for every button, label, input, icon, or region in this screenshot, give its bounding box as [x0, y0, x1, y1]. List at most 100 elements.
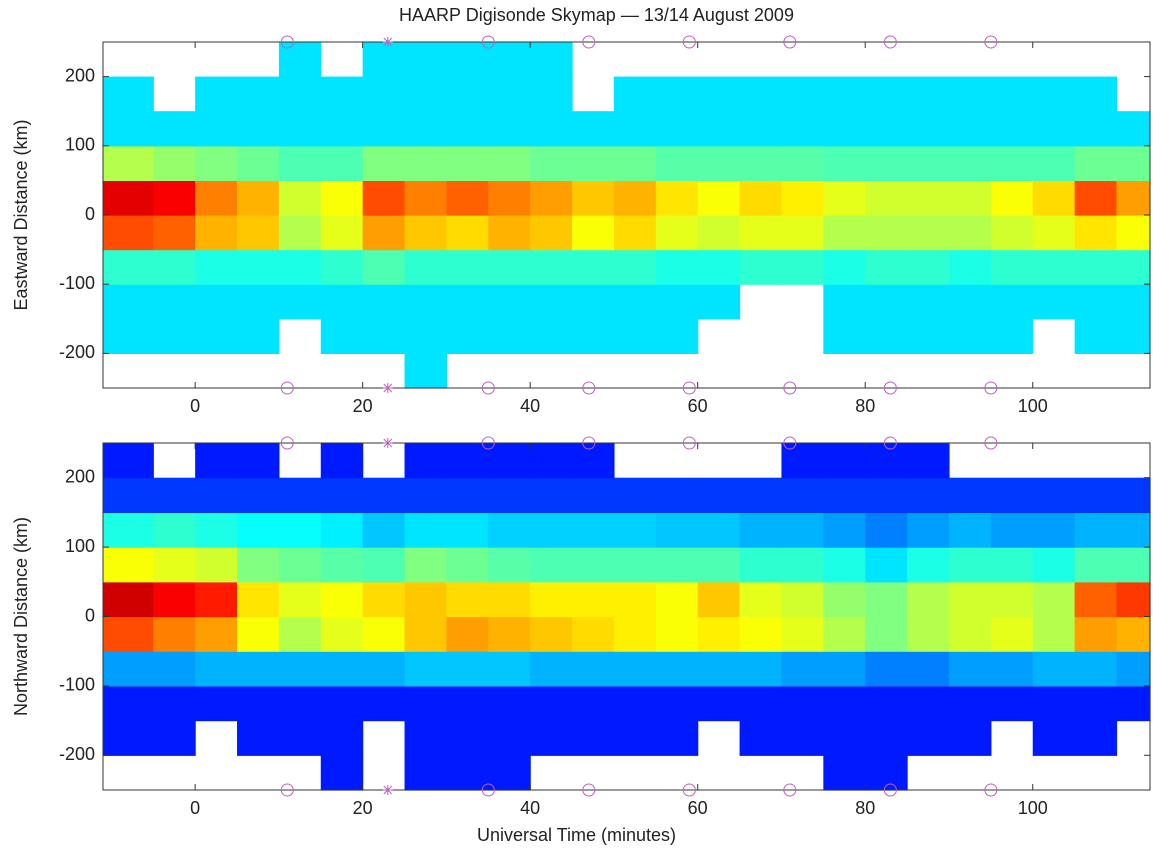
- circle-marker: [582, 35, 596, 49]
- heatmap-cell: [990, 111, 1034, 147]
- heatmap-cell: [907, 111, 950, 147]
- heatmap-cell: [948, 111, 992, 147]
- heatmap-cell: [823, 720, 866, 756]
- heatmap-cell: [530, 145, 573, 181]
- heatmap-cell: [865, 685, 908, 722]
- heatmap-cell: [1032, 720, 1076, 756]
- heatmap-cell: [697, 651, 741, 687]
- heatmap-cell: [1032, 145, 1076, 181]
- heatmap-cell: [195, 145, 238, 181]
- heatmap-cell: [195, 616, 238, 652]
- heatmap-cell: [948, 477, 992, 513]
- heatmap-cell: [530, 42, 573, 78]
- heatmap-cell: [488, 616, 531, 652]
- heatmap-cell: [530, 443, 573, 479]
- heatmap-cell: [237, 180, 280, 216]
- heatmap-cell: [446, 42, 489, 78]
- heatmap-cell: [865, 477, 908, 513]
- heatmap-cell: [103, 318, 154, 354]
- heatmap-cell: [1074, 111, 1118, 147]
- circle-marker: [783, 381, 797, 395]
- heatmap-cell: [697, 477, 741, 513]
- heatmap-cell: [613, 581, 657, 618]
- heatmap-cell: [404, 755, 448, 791]
- heatmap-cell: [865, 651, 908, 687]
- heatmap-cell: [153, 616, 196, 652]
- x-tick-label: 40: [520, 798, 540, 818]
- heatmap-cell: [362, 284, 406, 320]
- heatmap-cell: [613, 76, 657, 112]
- circle-marker: [280, 783, 294, 797]
- heatmap-cell: [446, 76, 489, 112]
- heatmap-cell: [488, 651, 531, 687]
- heatmap-cell: [865, 616, 908, 652]
- heatmap-cell: [1032, 180, 1076, 216]
- heatmap-cell: [613, 249, 657, 285]
- heatmap-cell: [446, 443, 489, 479]
- circle-marker: [883, 35, 897, 49]
- circle-marker: [682, 35, 696, 49]
- heatmap-cell: [948, 581, 992, 618]
- heatmap-cell: [823, 180, 866, 216]
- heatmap-cell: [823, 581, 866, 618]
- heatmap-cell: [948, 720, 992, 756]
- heatmap-cell: [823, 284, 866, 320]
- heatmap-cell: [488, 215, 531, 251]
- heatmap-cell: [613, 215, 657, 251]
- circle-marker: [783, 783, 797, 797]
- heatmap-cell: [865, 145, 908, 181]
- heatmap-cell: [488, 685, 531, 722]
- circle-marker: [582, 436, 596, 450]
- heatmap-cell: [153, 111, 196, 147]
- heatmap-cell: [1032, 76, 1076, 112]
- heatmap-cell: [739, 651, 783, 687]
- heatmap-cell: [488, 581, 531, 618]
- heatmap-cell: [613, 145, 657, 181]
- heatmap-cell: [739, 111, 783, 147]
- heatmap-cell: [823, 215, 866, 251]
- heatmap-cell: [103, 249, 154, 285]
- heatmap-cell: [613, 547, 657, 583]
- heatmap-cell: [907, 180, 950, 216]
- heatmap-cell: [990, 76, 1034, 112]
- heatmap-cell: [446, 477, 489, 513]
- heatmap-cell: [103, 76, 154, 112]
- heatmap-cell: [195, 111, 238, 147]
- heatmap-cell: [103, 685, 154, 722]
- heatmap-cell: [990, 547, 1034, 583]
- circle-marker: [582, 381, 596, 395]
- heatmap-cell: [990, 145, 1034, 181]
- heatmap-cell: [362, 249, 406, 285]
- heatmap-cell: [781, 651, 824, 687]
- heatmap-cell: [781, 685, 824, 722]
- heatmap-cell: [237, 547, 280, 583]
- heatmap-cell: [103, 215, 154, 251]
- heatmap-cell: [739, 145, 783, 181]
- heatmap-cell: [362, 180, 406, 216]
- heatmap-cell: [530, 547, 573, 583]
- heatmap-cell: [613, 318, 657, 354]
- heatmap-cell: [655, 111, 699, 147]
- heatmap-cell: [907, 145, 950, 181]
- heatmap-cell: [404, 111, 448, 147]
- heatmap-cell: [1032, 477, 1076, 513]
- heatmap-cell: [1032, 249, 1076, 285]
- heatmap-cell: [990, 685, 1034, 722]
- heatmap-cell: [362, 76, 406, 112]
- heatmap-cell: [153, 512, 196, 548]
- heatmap-cell: [948, 318, 992, 354]
- heatmap-cell: [153, 581, 196, 618]
- heatmap-cell: [1074, 215, 1118, 251]
- heatmap-cell: [907, 651, 950, 687]
- heatmap-cell: [362, 145, 406, 181]
- heatmap-cell: [1074, 685, 1118, 722]
- heatmap-cell: [1074, 318, 1118, 354]
- heatmap-cell: [739, 180, 783, 216]
- heatmap-cell: [865, 720, 908, 756]
- heatmap-cell: [320, 180, 364, 216]
- heatmap-cell: [1116, 111, 1151, 147]
- circle-marker: [481, 381, 495, 395]
- heatmap-cell: [865, 249, 908, 285]
- circle-marker: [481, 436, 495, 450]
- heatmap-cell: [1116, 685, 1151, 722]
